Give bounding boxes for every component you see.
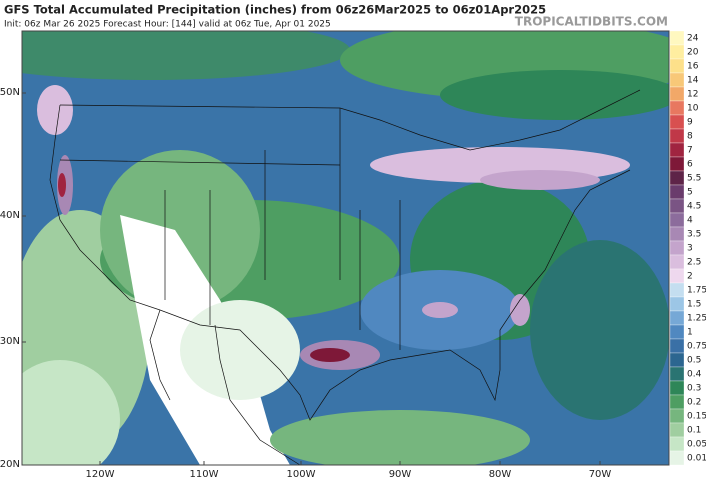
colorbar-label: 5.5 — [687, 174, 701, 184]
color-swatch — [669, 58, 685, 74]
colorbar-label: 16 — [687, 62, 699, 72]
lon-label: 100W — [287, 469, 316, 480]
site-label: TROPICALTIDBITS.COM — [515, 15, 668, 29]
color-swatch — [669, 366, 685, 382]
color-swatch — [669, 142, 685, 158]
colorbar-label: 24 — [687, 34, 699, 44]
color-swatch — [669, 184, 685, 200]
color-swatch — [669, 44, 685, 60]
color-swatch — [669, 408, 685, 424]
color-swatch — [669, 240, 685, 256]
colorbar-label: 2.5 — [687, 258, 701, 268]
color-swatch — [669, 436, 685, 452]
colorbar-label: 4.5 — [687, 202, 701, 212]
color-swatch — [669, 86, 685, 102]
color-swatch — [669, 450, 685, 466]
color-swatch — [669, 212, 685, 228]
colorbar-label: 8 — [687, 132, 693, 142]
color-swatch — [669, 254, 685, 270]
lat-label: 20N — [0, 459, 20, 470]
color-swatch — [669, 296, 685, 312]
colorbar-label: 1.5 — [687, 300, 701, 310]
colorbar-label: 10 — [687, 104, 699, 114]
lon-axis: 120W 110W 100W 90W 80W 70W — [86, 461, 612, 480]
colorbar-label: 0.01 — [687, 454, 706, 464]
color-swatch — [669, 226, 685, 242]
color-swatch — [669, 338, 685, 354]
color-swatch — [669, 156, 685, 172]
color-swatch — [669, 72, 685, 88]
colorbar-label: 0.3 — [687, 384, 701, 394]
lon-label: 80W — [489, 469, 512, 480]
subtitle: Init: 06z Mar 26 2025 Forecast Hour: [14… — [4, 20, 331, 30]
colorbar-label: 14 — [687, 76, 699, 86]
colorbar: 24 20 16 14 12 10 9 8 7 6 5.5 5 4.5 4 3.5 3 2.5 2 1.75 1.5 1… — [669, 30, 706, 466]
color-swatch — [669, 114, 685, 130]
color-swatch — [669, 198, 685, 214]
map — [21, 30, 670, 466]
color-swatch — [669, 100, 685, 116]
colorbar-label: 0.2 — [687, 398, 701, 408]
colorbar-label: 0.4 — [687, 370, 702, 380]
lon-label: 70W — [589, 469, 612, 480]
color-swatch — [669, 170, 685, 186]
colorbar-label: 1.25 — [687, 314, 706, 324]
colorbar-label: 1.75 — [687, 286, 706, 296]
colorbar-label: 0.1 — [687, 426, 701, 436]
lon-label: 90W — [389, 469, 412, 480]
colorbar-label: 0.15 — [687, 412, 706, 422]
color-swatch — [669, 30, 685, 46]
colorbar-label: 3 — [687, 244, 693, 254]
color-swatch — [669, 324, 685, 340]
color-swatch — [669, 394, 685, 410]
color-swatch — [669, 422, 685, 438]
color-swatch — [669, 128, 685, 144]
color-swatch — [669, 268, 685, 284]
colorbar-label: 0.75 — [687, 342, 706, 352]
colorbar-label: 3.5 — [687, 230, 701, 240]
color-swatch — [669, 352, 685, 368]
colorbar-label: 5 — [687, 188, 693, 198]
colorbar-label: 9 — [687, 118, 693, 128]
color-swatch — [669, 310, 685, 326]
lat-axis: 50N 40N 30N 20N — [0, 87, 26, 470]
lat-label: 50N — [0, 87, 20, 98]
colorbar-label: 4 — [687, 216, 693, 226]
colorbar-label: 0.5 — [687, 356, 701, 366]
color-swatch — [669, 282, 685, 298]
lon-label: 110W — [190, 469, 219, 480]
lat-label: 40N — [0, 210, 20, 221]
colorbar-label: 7 — [687, 146, 693, 156]
title: GFS Total Accumulated Precipitation (inc… — [4, 3, 546, 17]
colorbar-label: 0.05 — [687, 440, 706, 450]
lon-label: 120W — [86, 469, 115, 480]
colorbar-label: 12 — [687, 90, 698, 100]
colorbar-label: 6 — [687, 160, 693, 170]
colorbar-label: 1 — [687, 328, 693, 338]
lat-label: 30N — [0, 336, 20, 347]
colorbar-label: 20 — [687, 48, 699, 58]
color-swatch — [669, 380, 685, 396]
colorbar-label: 2 — [687, 272, 693, 282]
